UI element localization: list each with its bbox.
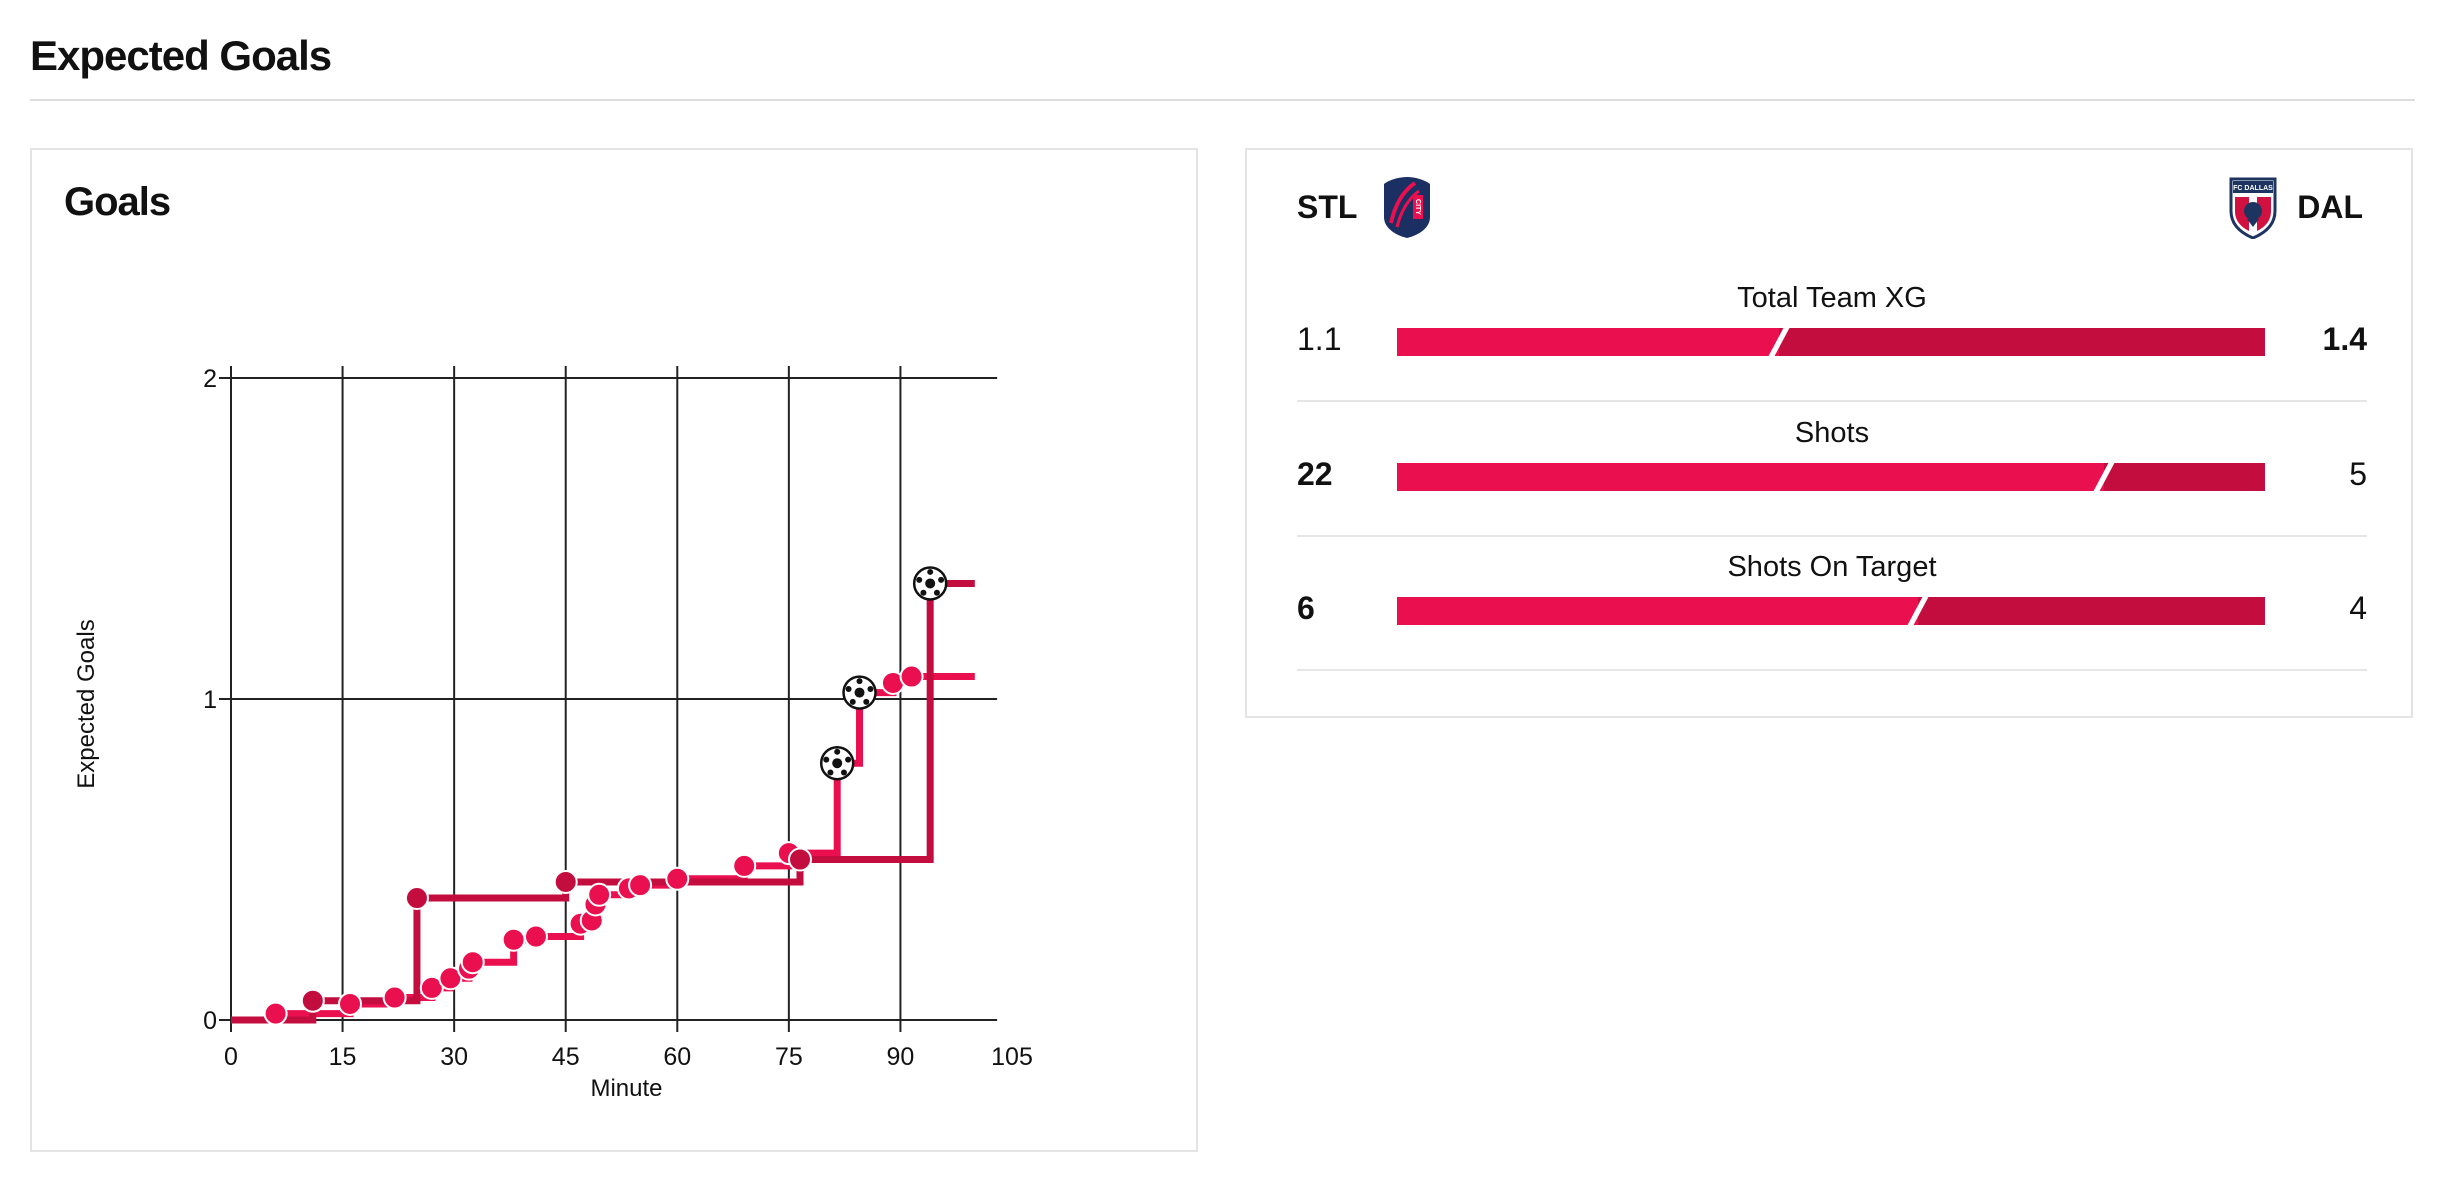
y-axis-label: Expected Goals (73, 619, 100, 788)
goals-card: Goals 0 15 30 45 60 75 90 105 0 1 2 Minute Expected … (30, 148, 1198, 1152)
shot-point-dal (553, 869, 578, 894)
shot-point-stl (501, 927, 526, 952)
stat-away-value: 1.4 (2322, 321, 2367, 357)
stat-comparison-bar (1397, 463, 2265, 491)
shot-point-stl (899, 664, 924, 689)
x-tick-label: 105 (991, 1043, 1033, 1071)
shot-point-stl (460, 950, 485, 975)
shot-point-dal (300, 988, 325, 1013)
stat-row-total-xg: Total Team XG 1.1 1.4 (1297, 270, 2367, 402)
shot-point-stl (263, 1001, 288, 1026)
x-tick-label: 75 (775, 1043, 803, 1071)
stat-label: Shots (1794, 417, 1870, 449)
shot-point-stl (628, 873, 653, 898)
soccer-ball-icon (912, 566, 948, 601)
y-tick-label: 2 (203, 365, 217, 393)
team-stats-card: STL CITY FC DALLAS DAL Total Team XG 1.1… (1245, 148, 2413, 718)
stat-label: Shots On Target (1727, 551, 1937, 583)
bar-home-fill (1397, 328, 1779, 356)
stat-away-value: 5 (2349, 456, 2367, 492)
soccer-ball-icon (842, 675, 877, 710)
page-title: Expected Goals (30, 32, 332, 79)
shot-point-dal (788, 847, 813, 872)
chart-labels: 0 15 30 45 60 75 90 105 0 1 2 Minute Expected Goals (73, 365, 1033, 1102)
stat-home-value: 22 (1297, 456, 1333, 492)
x-tick-label: 90 (887, 1043, 915, 1071)
x-tick-label: 60 (663, 1043, 691, 1071)
stat-home-value: 6 (1297, 590, 1315, 626)
shot-point-stl (523, 924, 548, 949)
shot-point-stl (438, 966, 463, 991)
x-tick-label: 15 (329, 1043, 357, 1071)
chart-points (263, 566, 948, 1026)
fc-dallas-crest-icon: FC DALLAS (2229, 177, 2277, 239)
home-crest-text: CITY (1414, 199, 1421, 215)
shot-point-stl (382, 985, 407, 1010)
shot-point-stl (665, 866, 690, 891)
shot-point-stl (419, 975, 444, 1000)
x-axis-label: Minute (590, 1075, 662, 1102)
st-louis-city-crest-icon: CITY (1384, 177, 1431, 238)
home-team-code: STL (1297, 188, 1358, 225)
bar-home-fill (1397, 463, 2105, 491)
shot-point-stl (338, 991, 363, 1016)
stat-row-shots-on-target: Shots On Target 6 4 (1297, 539, 2367, 671)
shot-point-stl (587, 882, 612, 907)
y-tick-label: 1 (203, 686, 217, 714)
soccer-ball-icon (819, 745, 855, 781)
bar-home-fill (1397, 597, 1918, 625)
home-team: STL CITY (1297, 175, 1433, 239)
chart-grid (219, 366, 998, 1032)
stat-away-value: 4 (2349, 590, 2367, 626)
page-header: Expected Goals (30, 24, 2415, 101)
away-team-code: DAL (2297, 188, 2363, 225)
stat-home-value: 1.1 (1297, 321, 1342, 357)
shot-point-dal (404, 886, 429, 911)
goals-card-title: Goals (64, 180, 171, 224)
y-tick-label: 0 (203, 1007, 217, 1035)
stat-comparison-bar (1397, 597, 2265, 625)
x-tick-label: 45 (552, 1043, 580, 1071)
stat-comparison-bar (1397, 328, 2265, 356)
away-team: FC DALLAS DAL (2227, 175, 2363, 239)
xg-step-chart: 0 15 30 45 60 75 90 105 0 1 2 Minute Expected Goals (73, 365, 1033, 1102)
away-crest-text: FC DALLAS (2233, 185, 2273, 192)
shot-point-stl (732, 853, 757, 878)
x-tick-label: 30 (440, 1043, 468, 1071)
stat-label: Total Team XG (1737, 282, 1927, 314)
x-tick-label: 0 (224, 1043, 238, 1071)
stat-row-shots: Shots 22 5 (1297, 405, 2367, 537)
